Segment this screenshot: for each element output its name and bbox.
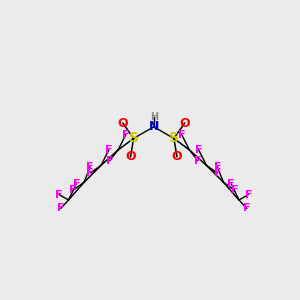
Text: F: F — [57, 203, 64, 214]
Text: F: F — [86, 168, 94, 178]
Text: F: F — [195, 145, 202, 155]
Text: F: F — [86, 162, 94, 172]
Text: F: F — [231, 185, 238, 195]
Text: O: O — [117, 116, 128, 130]
Text: F: F — [106, 156, 113, 166]
Text: F: F — [227, 179, 235, 189]
Text: S: S — [169, 131, 179, 146]
Text: F: F — [73, 179, 80, 189]
Text: F: F — [243, 203, 250, 214]
Text: F: F — [244, 190, 252, 200]
Text: F: F — [56, 190, 63, 200]
Text: F: F — [69, 185, 77, 195]
Text: H: H — [150, 112, 158, 122]
Text: F: F — [214, 162, 221, 172]
Text: N: N — [148, 120, 159, 134]
Text: F: F — [178, 130, 185, 140]
Text: F: F — [214, 168, 221, 178]
Text: O: O — [172, 150, 182, 164]
Text: O: O — [179, 116, 190, 130]
Text: F: F — [194, 156, 202, 166]
Text: O: O — [125, 150, 136, 164]
Text: F: F — [105, 145, 112, 155]
Text: F: F — [122, 130, 130, 140]
Text: S: S — [129, 131, 139, 146]
